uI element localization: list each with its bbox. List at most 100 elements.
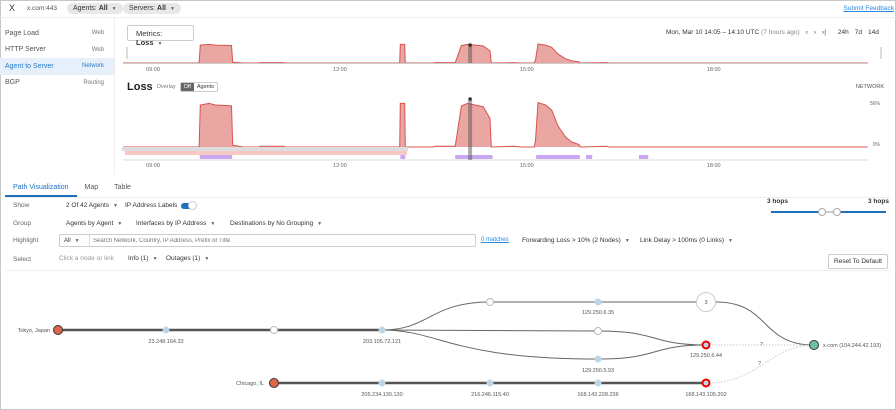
time-cursor-pin[interactable] — [468, 43, 472, 47]
alert-marker[interactable] — [536, 155, 580, 159]
submit-feedback-link[interactable]: Submit Feedback — [843, 5, 894, 12]
select-label: Select — [13, 256, 32, 263]
hop-node[interactable] — [486, 379, 494, 387]
highlight-label: Highlight — [13, 237, 39, 244]
group-destinations-dropdown[interactable]: Destinations by No Grouping ▼ — [230, 220, 322, 227]
loss-hop-node[interactable] — [701, 340, 711, 350]
unknown-hop-node[interactable] — [486, 298, 494, 306]
loss-chart[interactable]: 56% 0% 09:00 12:00 15:00 18:00 — [0, 80, 896, 175]
group-interfaces-value: Interfaces by IP Address — [136, 220, 207, 227]
unknown-hop-node[interactable] — [594, 327, 602, 335]
hop-label: 216.246.115.40 — [471, 392, 509, 398]
x-tick-label: 18:00 — [707, 163, 721, 169]
agent-label: Chicago, IL — [236, 381, 264, 387]
path-link[interactable] — [381, 301, 706, 331]
chevron-down-icon: ▼ — [111, 6, 117, 12]
divider — [5, 270, 891, 271]
matches-link[interactable]: 0 matches — [481, 237, 509, 243]
overlay-agents-button[interactable]: Agents — [196, 84, 215, 90]
sidebar-item-http-server[interactable]: HTTP Server Web — [0, 42, 114, 59]
agents-filter[interactable]: Agents: All ▼ — [67, 3, 123, 14]
link-delay-dropdown[interactable]: Link Delay > 100ms (0 Links) ▼ — [640, 237, 733, 244]
tab-path-visualization[interactable]: Path Visualization — [5, 180, 77, 197]
servers-filter[interactable]: Servers: All ▼ — [123, 3, 181, 14]
hop-node[interactable] — [378, 326, 386, 334]
highlight-search-input[interactable] — [90, 237, 475, 244]
group-agents-dropdown[interactable]: Agents by Agent ▼ — [66, 220, 122, 227]
unknown-link[interactable] — [705, 344, 815, 384]
highlight-filter-dropdown[interactable]: All ▼ — [60, 235, 90, 246]
info-dropdown[interactable]: Info (1) ▼ — [128, 255, 158, 262]
reset-to-default-button[interactable]: Reset To Default — [828, 254, 888, 269]
hop-label: 129.250.6.44 — [690, 353, 722, 359]
loss-header: Loss Overlay Off Agents — [127, 81, 219, 93]
overview-handle-right[interactable] — [880, 47, 882, 59]
sidebar-item-agent-to-server[interactable]: Agent to Server Network — [0, 58, 114, 75]
show-label: Show — [13, 202, 30, 209]
path-link[interactable] — [715, 301, 815, 346]
metrics-dropdown[interactable]: Metrics: Loss ▼ — [127, 25, 194, 47]
chevron-down-icon: ▼ — [317, 221, 323, 227]
time-controls: Mon, Mar 10 14:05 – 14:10 UTC (7 hours a… — [666, 29, 879, 36]
unknown-hop-node[interactable] — [270, 326, 278, 334]
jump-latest-icon[interactable]: ›| — [822, 29, 826, 36]
hops-slider-handle-left[interactable] — [818, 208, 826, 216]
hop-label: 168.143.228.236 — [577, 392, 618, 398]
category-label: NETWORK — [855, 84, 884, 90]
view-tabs: Path Visualization Map Table — [5, 180, 891, 198]
hop-label: 129.250.6.35 — [582, 310, 614, 316]
top-bar: X x.com:443 Agents: All ▼ Servers: All ▼ S… — [0, 0, 896, 18]
range-bar[interactable] — [122, 147, 408, 151]
sidebar-item-type: Web — [91, 30, 104, 37]
span-24h-button[interactable]: 24h — [837, 29, 849, 36]
outages-dropdown[interactable]: Outages (1) ▼ — [166, 255, 209, 262]
alert-marker[interactable] — [638, 155, 649, 159]
hop-node[interactable] — [162, 326, 170, 334]
agents-dropdown[interactable]: 2 Of 42 Agents ▼ — [66, 202, 118, 209]
hop-node[interactable] — [378, 379, 386, 387]
time-cursor[interactable] — [468, 45, 473, 63]
destination-node[interactable] — [809, 340, 819, 350]
span-14d-button[interactable]: 14d — [868, 29, 879, 36]
alert-marker[interactable] — [455, 155, 493, 159]
hops-slider[interactable] — [771, 208, 886, 216]
overview-chart[interactable]: 09:00 12:00 15:00 18:00 — [0, 0, 896, 80]
alert-marker[interactable] — [585, 155, 593, 159]
link-delay-value: Link Delay > 100ms (0 Links) — [640, 237, 724, 244]
next-icon[interactable]: › — [813, 29, 817, 36]
group-node[interactable] — [696, 292, 716, 312]
ip-labels-toggle-row: IP Address Labels — [125, 200, 198, 210]
time-cursor-pin[interactable] — [468, 97, 472, 101]
sidebar-item-page-load[interactable]: Page Load Web — [0, 25, 114, 42]
time-cursor[interactable] — [468, 100, 473, 160]
hops-slider-handle-right[interactable] — [833, 208, 841, 216]
alert-marker[interactable] — [400, 155, 406, 159]
prev-icon[interactable]: ‹ — [805, 29, 808, 36]
forwarding-loss-dropdown[interactable]: Forwarding Loss > 10% (2 Nodes) ▼ — [522, 237, 630, 244]
alert-marker[interactable] — [199, 155, 233, 159]
span-7d-button[interactable]: 7d — [854, 29, 862, 36]
tab-table[interactable]: Table — [114, 184, 131, 191]
overview-handle-left[interactable] — [126, 47, 128, 59]
overlay-off-button[interactable]: Off — [180, 83, 194, 91]
agents-filter-value: All — [98, 5, 108, 12]
sidebar-item-label: BGP — [5, 79, 20, 87]
path-link[interactable] — [381, 329, 707, 346]
hop-node[interactable] — [594, 298, 602, 306]
outages-value: Outages (1) — [166, 255, 201, 262]
hop-node[interactable] — [594, 355, 602, 363]
sidebar-item-bgp[interactable]: BGP Routing — [0, 75, 114, 92]
agent-node-tokyo[interactable] — [53, 325, 63, 335]
time-ago: (7 hours ago) — [761, 29, 800, 36]
hop-node[interactable] — [594, 379, 602, 387]
ip-labels-toggle[interactable] — [181, 200, 198, 210]
close-button[interactable]: X — [9, 3, 16, 13]
hop-label: 203.105.72.121 — [363, 339, 401, 345]
group-interfaces-dropdown[interactable]: Interfaces by IP Address ▼ — [136, 220, 215, 227]
agent-node-chicago[interactable] — [269, 378, 279, 388]
tab-map[interactable]: Map — [84, 184, 99, 191]
path-link[interactable] — [381, 329, 707, 360]
loss-hop-node[interactable] — [701, 378, 711, 388]
y-max-label: 56% — [870, 101, 881, 107]
